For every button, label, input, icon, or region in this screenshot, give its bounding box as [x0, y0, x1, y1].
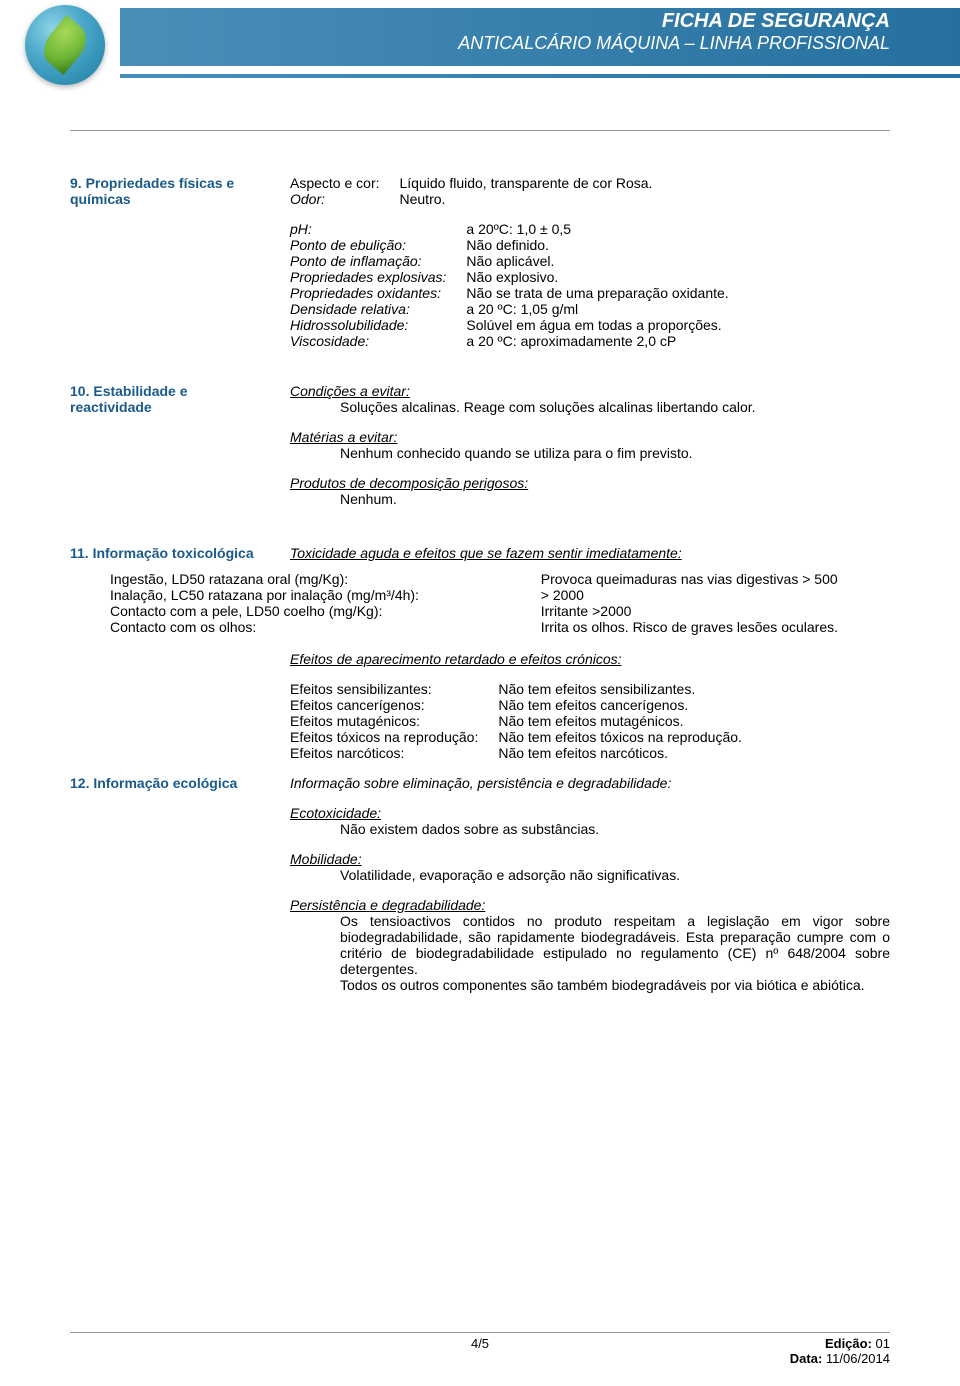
- section-9-label: 9. Propriedades físicas e químicas: [70, 175, 260, 349]
- sec11-d0-v: Não tem efeitos sensibilizantes.: [498, 681, 742, 697]
- sec9-hidro-key: Hidrossolubilidade:: [290, 317, 466, 333]
- sec12-pers-b2: Todos os outros componentes são também b…: [340, 977, 890, 993]
- sec11-row0-k: Ingestão, LD50 ratazana oral (mg/Kg):: [110, 571, 541, 587]
- sec9-oxidantes-key: Propriedades oxidantes:: [290, 285, 466, 301]
- table-row: Efeitos tóxicos na reprodução:Não tem ef…: [290, 729, 742, 745]
- sec11-row1-k: Inalação, LC50 ratazana por inalação (mg…: [110, 587, 541, 603]
- sec9-oxidantes-val: Não se trata de uma preparação oxidante.: [466, 285, 728, 301]
- sec9-inflamacao-val: Não aplicável.: [466, 253, 728, 269]
- sec9-visc-val: a 20 ºC: aproximadamente 2,0 cP: [466, 333, 728, 349]
- section-12-label: 12. Informação ecológica: [70, 775, 260, 791]
- sec11-tox-table: Ingestão, LD50 ratazana oral (mg/Kg):Pro…: [110, 571, 930, 635]
- sec9-visc-key: Viscosidade:: [290, 333, 466, 349]
- edicao-label: Edição:: [825, 1336, 872, 1351]
- sec9-ebulicao-val: Não definido.: [466, 237, 728, 253]
- header-banner: FICHA DE SEGURANÇA ANTICALCÁRIO MÁQUINA …: [0, 0, 960, 90]
- sec11-d3-k: Efeitos tóxicos na reprodução:: [290, 729, 498, 745]
- page-number: 4/5: [471, 1336, 489, 1351]
- sec11-delayed: Efeitos de aparecimento retardado e efei…: [290, 651, 890, 761]
- sec12-eco-h: Ecotoxicidade:: [290, 805, 381, 821]
- section-9-body: Aspecto e cor:Líquido fluido, transparen…: [290, 175, 890, 349]
- sec11-row2-k: Contacto com a pele, LD50 coelho (mg/Kg)…: [110, 603, 541, 619]
- sec11-row3-v: Irrita os olhos. Risco de graves lesões …: [541, 619, 930, 635]
- sec12-mob-h: Mobilidade:: [290, 851, 362, 867]
- sec9-densidade-key: Densidade relativa:: [290, 301, 466, 317]
- sec11-d1-k: Efeitos cancerígenos:: [290, 697, 498, 713]
- logo-icon: [25, 5, 105, 85]
- sec11-acute-h: Toxicidade aguda e efeitos que se fazem …: [290, 545, 890, 561]
- leaf-icon: [36, 15, 94, 75]
- header-title: FICHA DE SEGURANÇA ANTICALCÁRIO MÁQUINA …: [458, 10, 960, 54]
- sec12-intro: Informação sobre eliminação, persistênci…: [290, 775, 890, 791]
- table-row: Contacto com os olhos:Irrita os olhos. R…: [110, 619, 930, 635]
- page-content: 9. Propriedades físicas e químicas Aspec…: [70, 175, 890, 1007]
- sec9-inflamacao-key: Ponto de inflamação:: [290, 253, 466, 269]
- horizontal-rule: [70, 130, 890, 131]
- sec11-delayed-h: Efeitos de aparecimento retardado e efei…: [290, 651, 890, 667]
- table-row: Ingestão, LD50 ratazana oral (mg/Kg):Pro…: [110, 571, 930, 587]
- sec11-d1-v: Não tem efeitos cancerígenos.: [498, 697, 742, 713]
- sec10-prod-h: Produtos de decomposição perigosos:: [290, 475, 528, 491]
- section-10-label: 10. Estabilidade e reactividade: [70, 383, 260, 521]
- section-11-label: 11. Informação toxicológica: [70, 545, 260, 561]
- sec11-delayed-table: Efeitos sensibilizantes:Não tem efeitos …: [290, 681, 742, 761]
- sec10-mat-b: Nenhum conhecido quando se utiliza para …: [340, 445, 693, 461]
- section-9: 9. Propriedades físicas e químicas Aspec…: [70, 175, 890, 349]
- data-val: 11/06/2014: [822, 1351, 890, 1366]
- section-12-header: 12. Informação ecológica Informação sobr…: [70, 775, 890, 791]
- sec9-table2: pH:a 20ºC: 1,0 ± 0,5 Ponto de ebulição:N…: [290, 221, 729, 349]
- header-title-line1: FICHA DE SEGURANÇA: [458, 10, 890, 33]
- sec9-ebulicao-key: Ponto de ebulição:: [290, 237, 466, 253]
- table-row: Efeitos narcóticos:Não tem efeitos narcó…: [290, 745, 742, 761]
- table-row: Inalação, LC50 ratazana por inalação (mg…: [110, 587, 930, 603]
- sec9-aspecto-key: Aspecto e cor:: [290, 175, 400, 191]
- sec9-odor-key: Odor:: [290, 191, 400, 207]
- footer: 4/5 Edição: 01 Data: 11/06/2014: [70, 1332, 890, 1366]
- sec11-d2-v: Não tem efeitos mutagénicos.: [498, 713, 742, 729]
- sec11-d4-v: Não tem efeitos narcóticos.: [498, 745, 742, 761]
- sec10-prod-b: Nenhum.: [340, 491, 397, 507]
- sec9-explosivas-val: Não explosivo.: [466, 269, 728, 285]
- sec9-aspecto-val: Líquido fluido, transparente de cor Rosa…: [400, 175, 653, 191]
- sec11-row0-v: Provoca queimaduras nas vias digestivas …: [541, 571, 930, 587]
- sec11-row2-v: Irritante >2000: [541, 603, 930, 619]
- sec9-explosivas-key: Propriedades explosivas:: [290, 269, 466, 285]
- sec9-table1: Aspecto e cor:Líquido fluido, transparen…: [290, 175, 652, 207]
- sec9-ph-val: a 20ºC: 1,0 ± 0,5: [466, 221, 728, 237]
- section-10-body: Condições a evitar: Soluções alcalinas. …: [290, 383, 890, 521]
- sec10-cond-b: Soluções alcalinas. Reage com soluções a…: [340, 399, 756, 415]
- data-label: Data:: [790, 1351, 823, 1366]
- sec12-eco-b: Não existem dados sobre as substâncias.: [340, 821, 599, 837]
- sec9-hidro-val: Solúvel em água em todas a proporções.: [466, 317, 728, 333]
- sec11-row3-k: Contacto com os olhos:: [110, 619, 541, 635]
- section-11-header: 11. Informação toxicológica Toxicidade a…: [70, 545, 890, 561]
- table-row: Efeitos sensibilizantes:Não tem efeitos …: [290, 681, 742, 697]
- sec12-pers-b1: Os tensioactivos contidos no produto res…: [340, 913, 890, 977]
- footer-rule: [70, 1332, 890, 1333]
- section-10: 10. Estabilidade e reactividade Condiçõe…: [70, 383, 890, 521]
- sec12-eco: Ecotoxicidade: Não existem dados sobre a…: [290, 805, 890, 837]
- sec9-ph-key: pH:: [290, 221, 466, 237]
- table-row: Efeitos mutagénicos:Não tem efeitos muta…: [290, 713, 742, 729]
- table-row: Contacto com a pele, LD50 coelho (mg/Kg)…: [110, 603, 930, 619]
- sec12-mob: Mobilidade: Volatilidade, evaporação e a…: [290, 851, 890, 883]
- header-title-line2: ANTICALCÁRIO MÁQUINA – LINHA PROFISSIONA…: [458, 33, 890, 54]
- sec9-odor-val: Neutro.: [400, 191, 653, 207]
- banner-underline: [0, 74, 960, 78]
- sec10-mat-h: Matérias a evitar:: [290, 429, 397, 445]
- sec11-row1-v: > 2000: [541, 587, 930, 603]
- sec11-d0-k: Efeitos sensibilizantes:: [290, 681, 498, 697]
- sec11-d4-k: Efeitos narcóticos:: [290, 745, 498, 761]
- sec11-d3-v: Não tem efeitos tóxicos na reprodução.: [498, 729, 742, 745]
- sec11-d2-k: Efeitos mutagénicos:: [290, 713, 498, 729]
- edicao-val: 01: [872, 1336, 890, 1351]
- sec12-pers: Persistência e degradabilidade: Os tensi…: [290, 897, 890, 993]
- sec12-mob-b: Volatilidade, evaporação e adsorção não …: [340, 867, 680, 883]
- table-row: Efeitos cancerígenos:Não tem efeitos can…: [290, 697, 742, 713]
- footer-right: Edição: 01 Data: 11/06/2014: [790, 1336, 890, 1366]
- footer-row: 4/5 Edição: 01 Data: 11/06/2014: [70, 1336, 890, 1366]
- sec10-cond-h: Condições a evitar:: [290, 383, 410, 399]
- sec9-densidade-val: a 20 ºC: 1,05 g/ml: [466, 301, 728, 317]
- sec12-pers-h: Persistência e degradabilidade:: [290, 897, 485, 913]
